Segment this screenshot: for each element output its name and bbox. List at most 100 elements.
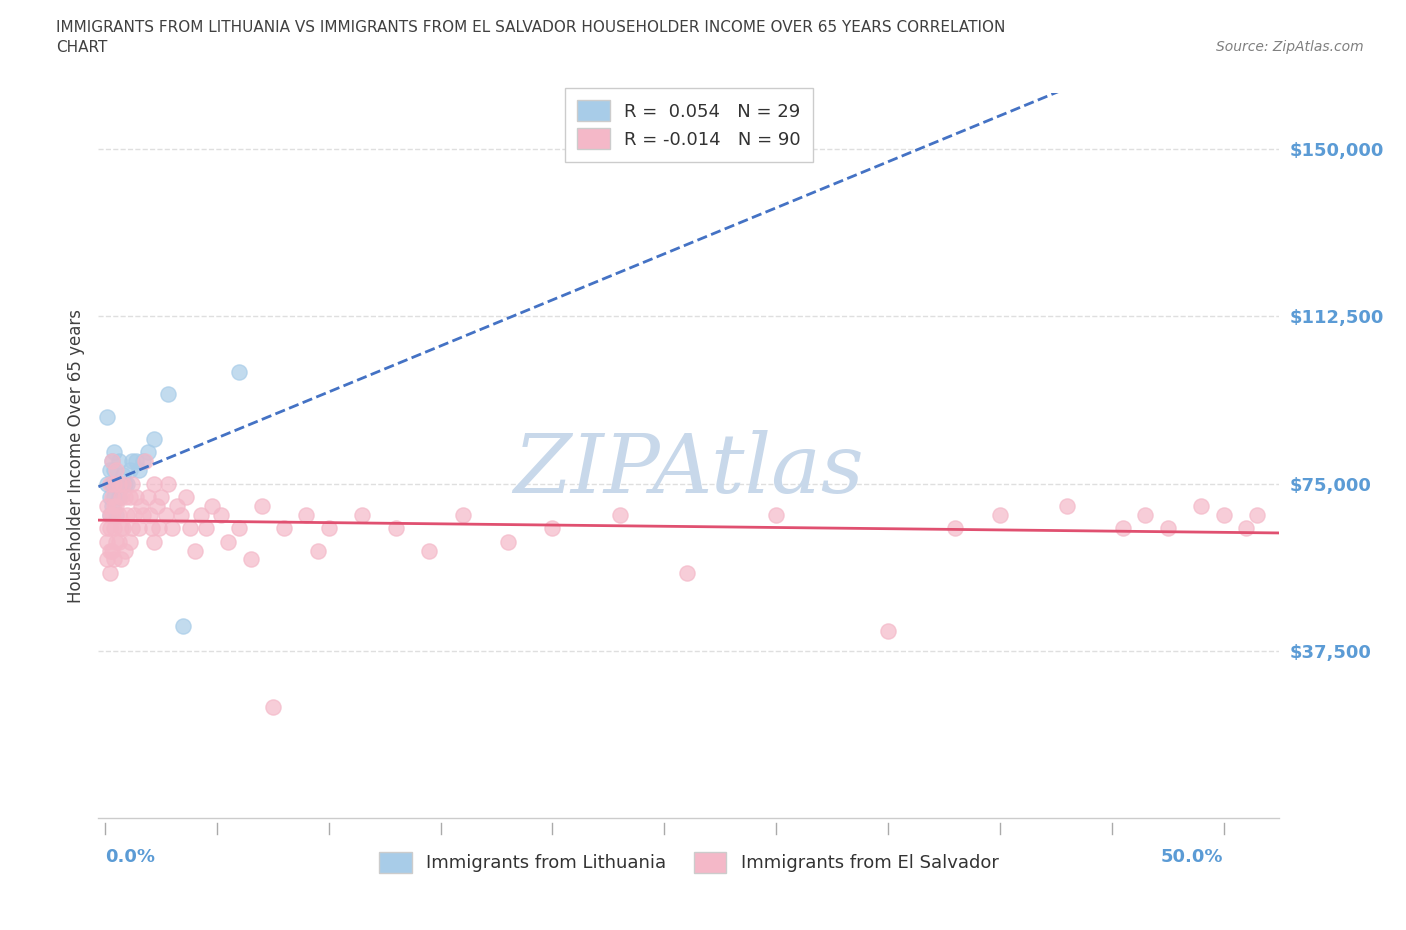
Point <box>128 463 150 478</box>
Point <box>143 476 166 491</box>
Point <box>112 467 135 482</box>
Point <box>1234 521 1257 536</box>
Text: IMMIGRANTS FROM LITHUANIA VS IMMIGRANTS FROM EL SALVADOR HOUSEHOLDER INCOME OVER: IMMIGRANTS FROM LITHUANIA VS IMMIGRANTS … <box>56 20 1005 35</box>
Point <box>103 498 125 513</box>
Point <box>385 521 408 536</box>
Point <box>1189 498 1212 513</box>
Point <box>877 623 900 638</box>
Point <box>125 454 148 469</box>
Point <box>118 489 141 504</box>
Point <box>110 552 132 567</box>
Point <box>190 508 212 523</box>
Point <box>239 552 262 567</box>
Point <box>98 543 121 558</box>
Point <box>211 508 233 523</box>
Point <box>103 521 125 536</box>
Point <box>136 489 159 504</box>
Point <box>98 521 121 536</box>
Point <box>765 508 787 523</box>
Point <box>98 476 121 491</box>
Point <box>96 498 118 513</box>
Point <box>110 476 132 491</box>
Point <box>418 543 440 558</box>
Point <box>307 543 329 558</box>
Point <box>141 521 163 536</box>
Point <box>103 552 125 567</box>
Point <box>101 543 124 558</box>
Point <box>118 534 141 549</box>
Point <box>105 534 128 549</box>
Point <box>96 521 118 536</box>
Point <box>943 521 966 536</box>
Point <box>101 508 124 523</box>
Point <box>143 432 166 446</box>
Point <box>183 543 205 558</box>
Point <box>1056 498 1078 513</box>
Point <box>129 498 152 513</box>
Point <box>352 508 374 523</box>
Point <box>273 521 295 536</box>
Point <box>150 489 173 504</box>
Point <box>228 365 250 379</box>
Point <box>166 498 188 513</box>
Point <box>155 508 177 523</box>
Point <box>1212 508 1234 523</box>
Point <box>134 454 156 469</box>
Point <box>145 498 167 513</box>
Point <box>103 445 125 459</box>
Point <box>96 409 118 424</box>
Point <box>114 476 136 491</box>
Point <box>98 508 121 523</box>
Point <box>451 508 474 523</box>
Point <box>217 534 239 549</box>
Point <box>105 463 128 478</box>
Text: 50.0%: 50.0% <box>1161 848 1223 866</box>
Point <box>96 534 118 549</box>
Point <box>174 489 197 504</box>
Point <box>1112 521 1135 536</box>
Point <box>110 521 132 536</box>
Point <box>96 552 118 567</box>
Point <box>139 508 162 523</box>
Point <box>101 476 124 491</box>
Point <box>98 489 121 504</box>
Point <box>136 445 159 459</box>
Point <box>107 534 129 549</box>
Point <box>318 521 340 536</box>
Point <box>250 498 273 513</box>
Text: 0.0%: 0.0% <box>105 848 155 866</box>
Point <box>121 521 143 536</box>
Point <box>101 454 124 469</box>
Point <box>122 508 145 523</box>
Point <box>148 521 170 536</box>
Point <box>125 489 148 504</box>
Point <box>105 476 128 491</box>
Point <box>103 476 125 491</box>
Point <box>98 508 121 523</box>
Point <box>1156 521 1178 536</box>
Point <box>110 489 132 504</box>
Point <box>143 534 166 549</box>
Text: ZIPAtlas: ZIPAtlas <box>513 431 865 511</box>
Point <box>121 476 143 491</box>
Point <box>170 508 193 523</box>
Point <box>541 521 564 536</box>
Text: Source: ZipAtlas.com: Source: ZipAtlas.com <box>1216 40 1364 54</box>
Point <box>228 521 250 536</box>
Point <box>112 476 135 491</box>
Point <box>121 454 143 469</box>
Point <box>117 476 139 491</box>
Legend: Immigrants from Lithuania, Immigrants from El Salvador: Immigrants from Lithuania, Immigrants fr… <box>370 843 1008 882</box>
Point <box>295 508 318 523</box>
Point <box>105 498 128 513</box>
Point <box>194 521 217 536</box>
Point <box>262 699 284 714</box>
Point <box>128 521 150 536</box>
Point <box>201 498 224 513</box>
Text: CHART: CHART <box>56 40 108 55</box>
Point <box>96 476 118 491</box>
Point <box>98 565 121 580</box>
Point <box>1246 508 1268 523</box>
Point <box>156 476 179 491</box>
Point <box>118 463 141 478</box>
